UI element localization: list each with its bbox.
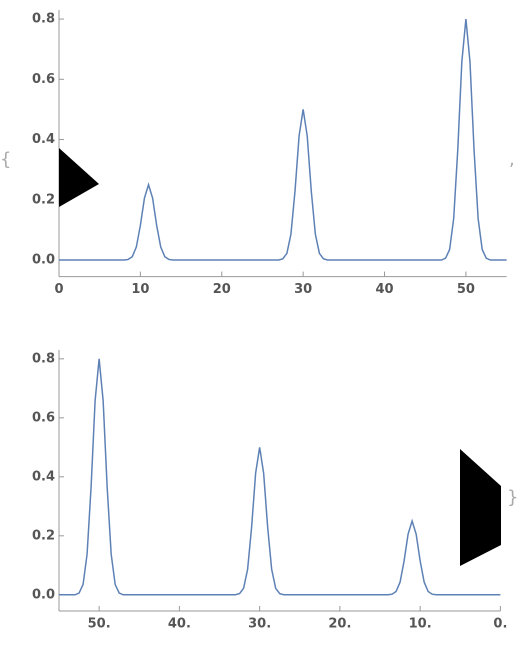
y-tick-label: 0.2 [32,528,55,543]
y-tick-label: 0.6 [32,410,55,425]
data-line [59,358,501,596]
open-brace: { [0,149,11,170]
x-tick-label: 0 [54,282,63,297]
x-tick-label: 20 [213,282,231,297]
y-tick-label: 0.4 [32,132,55,147]
y-tick-label: 0.2 [32,192,55,207]
y-tick-label: 0.0 [32,587,55,602]
y-tick-label: 0.0 [32,253,55,268]
arrow-shape [59,148,99,207]
data-line [59,18,507,261]
separator: , [509,149,515,170]
x-tick-label: 40. [168,617,191,632]
x-tick-label: 30. [248,617,271,632]
x-tick-label: 10. [409,617,432,632]
y-tick-label: 0.8 [32,351,55,366]
x-tick-label: 0. [493,617,507,632]
x-tick-label: 40 [375,282,393,297]
x-tick-label: 30 [294,282,312,297]
arrow-shape [460,449,501,566]
y-tick-label: 0.6 [32,72,55,87]
close-brace: } [507,487,517,508]
x-tick-label: 20. [328,617,351,632]
x-tick-label: 50. [88,617,111,632]
x-tick-label: 10 [131,282,149,297]
x-tick-label: 50 [457,282,475,297]
y-tick-label: 0.8 [32,12,55,27]
y-tick-label: 0.4 [32,469,55,484]
